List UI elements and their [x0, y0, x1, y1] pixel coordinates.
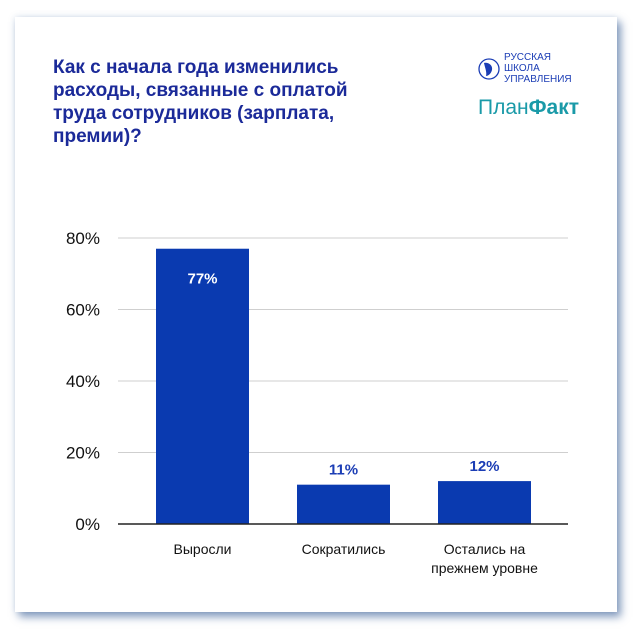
planfakt-logo-regular: План [478, 96, 529, 119]
globe-head-icon [478, 57, 500, 80]
x-category-label: Сократились [302, 541, 386, 557]
school-logo-line: ШКОЛА [504, 63, 540, 74]
planfakt-logo: ПланФакт [478, 96, 579, 120]
bar [156, 248, 249, 524]
data-label: 77% [187, 271, 217, 288]
y-tick-label: 0% [75, 515, 100, 534]
y-tick-label: 80% [66, 229, 100, 248]
y-tick-label: 20% [66, 444, 100, 463]
x-category-label: Выросли [174, 541, 232, 557]
y-tick-label: 60% [66, 301, 100, 320]
bar [438, 481, 531, 524]
school-logo-line: РУССКАЯ [504, 52, 551, 63]
data-label: 12% [469, 458, 499, 475]
x-category-label: прежнем уровне [431, 560, 538, 576]
bar [297, 484, 390, 524]
school-logo-line: УПРАВЛЕНИЯ [504, 74, 572, 85]
y-tick-label: 40% [66, 372, 100, 391]
school-logo: РУССКАЯ ШКОЛА УПРАВЛЕНИЯ [478, 52, 572, 85]
chart-title: Как с начала года изменились расходы, св… [53, 57, 348, 147]
x-category-label: Остались на [444, 541, 526, 557]
planfakt-logo-bold: Факт [528, 96, 580, 119]
data-label: 11% [329, 462, 358, 479]
